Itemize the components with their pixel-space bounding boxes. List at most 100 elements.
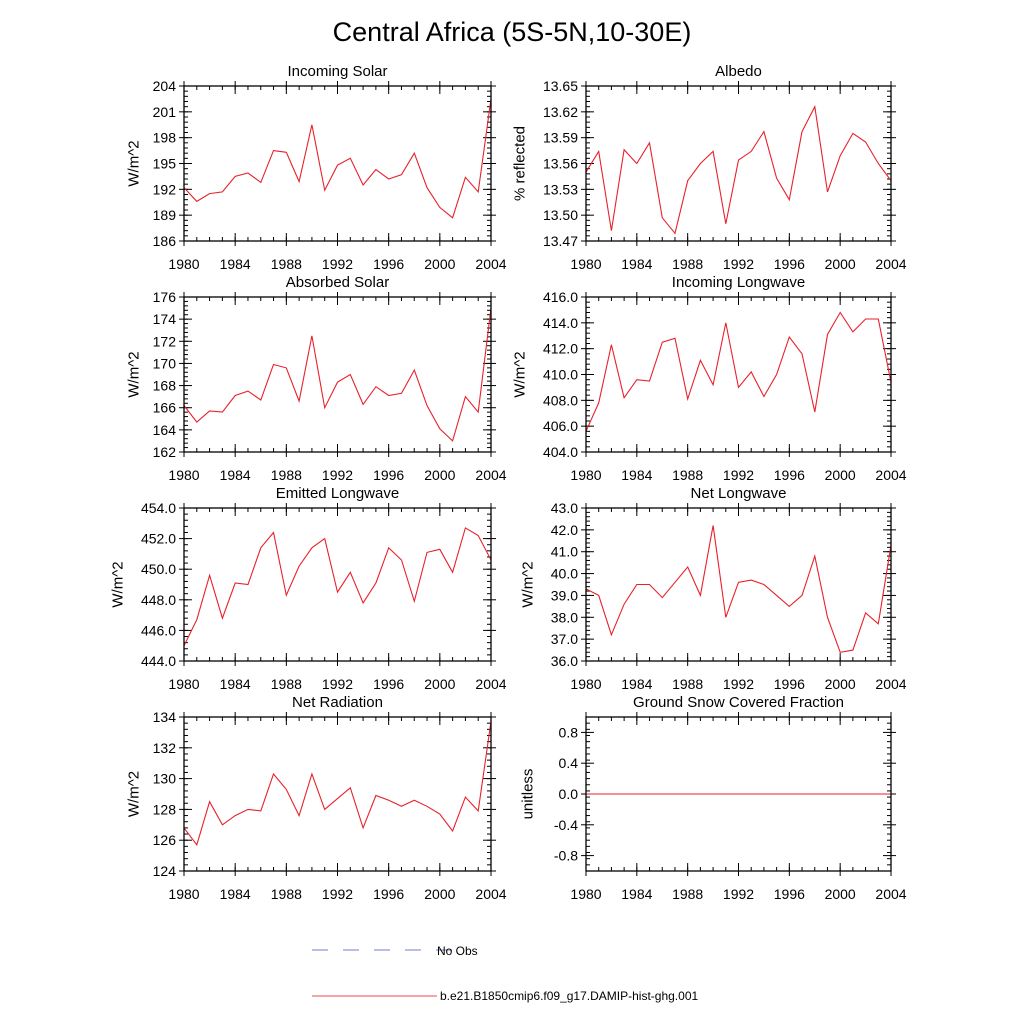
plot-frame [585,716,892,872]
y-tick-label: 39.0 [551,587,578,603]
y-tick-label: 38.0 [551,609,578,625]
x-tick-label: 2004 [875,886,906,902]
x-tick-label: 1980 [570,886,601,902]
x-tick-label: 1980 [570,256,601,272]
x-tick-label: 1988 [271,256,302,272]
y-axis-label: W/m^2 [125,771,142,817]
panels: 1980 1984 1988 1992 1996 2000 2004 186 189 192 195… [110,63,907,902]
y-tick-label: 13.47 [543,233,578,249]
x-tick-label: 1992 [723,467,754,483]
x-tick-label: 1992 [322,256,353,272]
plot-frame [585,507,892,662]
y-tick-label: 174 [153,311,177,327]
y-axis-label: W/m^2 [519,561,536,607]
x-tick-label: 2000 [424,676,455,692]
x-tick-label: 2004 [875,256,906,272]
x-tick-label: 1984 [621,256,652,272]
plot-frame [183,85,492,242]
panel-title: Incoming Longwave [672,274,805,291]
panel-0: 1980 1984 1988 1992 1996 2000 2004 186 189 192 195… [125,63,506,272]
x-tick-label: 1996 [774,467,805,483]
series-line-0 [585,525,892,653]
y-axis-label: % reflected [512,126,529,201]
y-tick-label: 444.0 [141,653,176,669]
legend: No Obs b.e21.B1850cmip6.f09_g17.DAMIP-his… [312,944,698,1003]
series-line-0 [585,311,892,432]
y-tick-label: 13.56 [543,156,578,172]
y-tick-label: 0.0 [559,786,579,802]
x-tick-label: 2000 [825,886,856,902]
x-tick-label: 2000 [424,256,455,272]
x-tick-label: 2000 [825,676,856,692]
y-tick-label: 13.50 [543,207,578,223]
y-tick-label: 13.59 [543,130,578,146]
series-line-0 [183,721,492,846]
y-tick-label: 36.0 [551,653,578,669]
plot-frame [183,716,492,872]
x-tick-label: 1996 [373,467,404,483]
x-tick-label: 1992 [723,256,754,272]
x-tick-label: 2004 [475,467,506,483]
plot-frame [585,296,892,453]
x-tick-label: 1980 [168,256,199,272]
panel-7: 1980 1984 1988 1992 1996 2000 2004 -0.8 -0.4 0.0 0… [519,694,906,902]
x-tick-label: 1988 [672,886,703,902]
panel-title: Net Longwave [691,485,787,502]
panel-2: 1980 1984 1988 1992 1996 2000 2004 162 164 166 168… [125,274,506,483]
y-axis-label: W/m^2 [110,561,127,607]
y-tick-label: 166 [153,400,177,416]
x-tick-label: 1984 [621,676,652,692]
x-tick-label: 1980 [570,676,601,692]
y-tick-label: 204 [153,78,177,94]
figure-title: Central Africa (5S-5N,10-30E) [333,17,692,47]
panel-4: 1980 1984 1988 1992 1996 2000 2004 444.0 446.0 44… [110,485,507,692]
x-tick-label: 2004 [875,467,906,483]
series-line-0 [183,527,492,646]
x-tick-label: 2000 [825,256,856,272]
y-tick-label: 404.0 [543,444,578,460]
y-tick-label: 408.0 [543,392,578,408]
panel-title: Albedo [715,63,762,80]
x-tick-label: 1992 [322,886,353,902]
y-axis-label: unitless [519,769,536,820]
x-tick-label: 1988 [271,467,302,483]
y-tick-label: 170 [153,355,177,371]
y-tick-label: 130 [153,771,177,787]
legend-label-model: b.e21.B1850cmip6.f09_g17.DAMIP-hist-ghg.… [440,989,698,1003]
y-tick-label: 43.0 [551,500,578,516]
series-line-0 [183,308,492,442]
x-tick-label: 1984 [621,467,652,483]
x-tick-label: 1996 [774,886,805,902]
y-tick-label: 448.0 [141,592,176,608]
y-tick-label: 414.0 [543,315,578,331]
y-tick-label: 126 [153,832,177,848]
y-axis-label: W/m^2 [125,351,142,397]
y-tick-label: 446.0 [141,622,176,638]
panel-title: Emitted Longwave [276,485,399,502]
x-tick-label: 2000 [424,886,455,902]
x-tick-label: 1988 [271,676,302,692]
panel-3: 1980 1984 1988 1992 1996 2000 2004 404.0 406.0 40… [512,274,907,483]
y-tick-label: 201 [153,104,177,120]
y-tick-label: 0.8 [559,724,579,740]
y-tick-label: 189 [153,207,177,223]
y-tick-label: 450.0 [141,561,176,577]
x-tick-label: 1996 [373,676,404,692]
series-line-0 [183,98,492,219]
y-tick-label: 406.0 [543,418,578,434]
x-tick-label: 1992 [723,676,754,692]
x-tick-label: 1980 [168,467,199,483]
x-tick-label: 2004 [875,676,906,692]
y-tick-label: 186 [153,233,177,249]
y-tick-label: 416.0 [543,289,578,305]
y-tick-label: 134 [153,709,177,725]
plot-frame [585,85,892,242]
y-axis-label: W/m^2 [125,140,142,186]
y-tick-label: 13.53 [543,181,578,197]
x-tick-label: 1996 [373,886,404,902]
panel-5: 1980 1984 1988 1992 1996 2000 2004 36.0 37.0 38.0… [519,485,906,692]
series-line-0 [585,104,892,235]
y-tick-label: 128 [153,801,177,817]
y-tick-label: 37.0 [551,631,578,647]
